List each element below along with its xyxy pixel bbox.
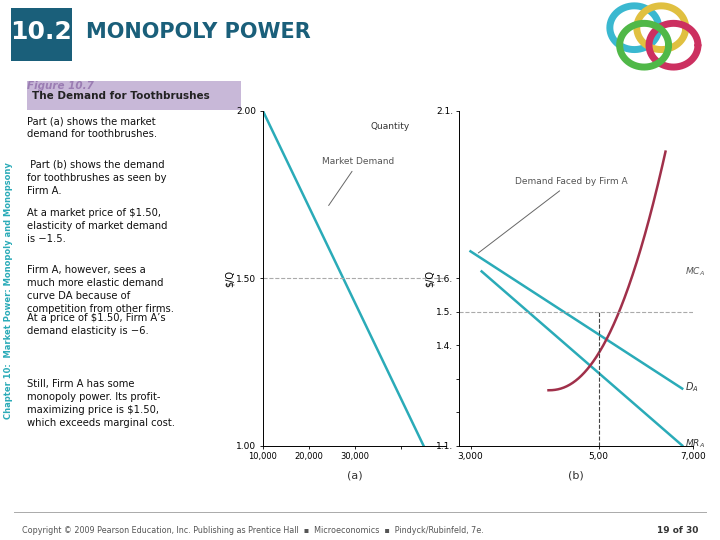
Text: Quantity: Quantity: [370, 123, 410, 131]
Y-axis label: $/Q: $/Q: [425, 269, 434, 287]
Text: At a market price of $1.50,
elasticity of market demand
is −1.5.: At a market price of $1.50, elasticity o…: [27, 208, 168, 245]
Text: Figure 10.7: Figure 10.7: [27, 81, 94, 91]
Text: Part (a) shows the market
demand for toothbrushes.: Part (a) shows the market demand for too…: [27, 116, 158, 139]
Text: MONOPOLY POWER: MONOPOLY POWER: [86, 22, 311, 42]
Text: 19 of 30: 19 of 30: [657, 526, 698, 535]
Text: Copyright © 2009 Pearson Education, Inc. Publishing as Prentice Hall  ▪  Microec: Copyright © 2009 Pearson Education, Inc.…: [22, 526, 483, 535]
FancyBboxPatch shape: [11, 8, 72, 61]
Text: (b): (b): [569, 471, 584, 481]
Text: $D_A$: $D_A$: [685, 380, 698, 394]
Text: $MR_A$: $MR_A$: [685, 437, 705, 450]
Text: 10.2: 10.2: [10, 20, 72, 44]
Text: Part (b) shows the demand
for toothbrushes as seen by
Firm A.: Part (b) shows the demand for toothbrush…: [27, 160, 167, 196]
Y-axis label: $/Q: $/Q: [225, 269, 235, 287]
FancyBboxPatch shape: [26, 81, 240, 110]
Text: At a price of $1.50, Firm A’s
demand elasticity is −6.: At a price of $1.50, Firm A’s demand ela…: [27, 313, 166, 336]
Text: Still, Firm A has some
monopoly power. Its profit-
maximizing price is $1.50,
wh: Still, Firm A has some monopoly power. I…: [27, 379, 176, 428]
Text: $MC_A$: $MC_A$: [685, 265, 705, 278]
Text: Market Demand: Market Demand: [323, 157, 395, 206]
Text: Firm A, however, sees a
much more elastic demand
curve DA because of
competition: Firm A, however, sees a much more elasti…: [27, 265, 174, 314]
Text: Demand Faced by Firm A: Demand Faced by Firm A: [478, 177, 628, 253]
Text: The Demand for Toothbrushes: The Demand for Toothbrushes: [32, 91, 210, 100]
Text: (a): (a): [347, 471, 362, 481]
Text: Chapter 10:  Market Power: Monopoly and Monopsony: Chapter 10: Market Power: Monopoly and M…: [4, 162, 14, 418]
